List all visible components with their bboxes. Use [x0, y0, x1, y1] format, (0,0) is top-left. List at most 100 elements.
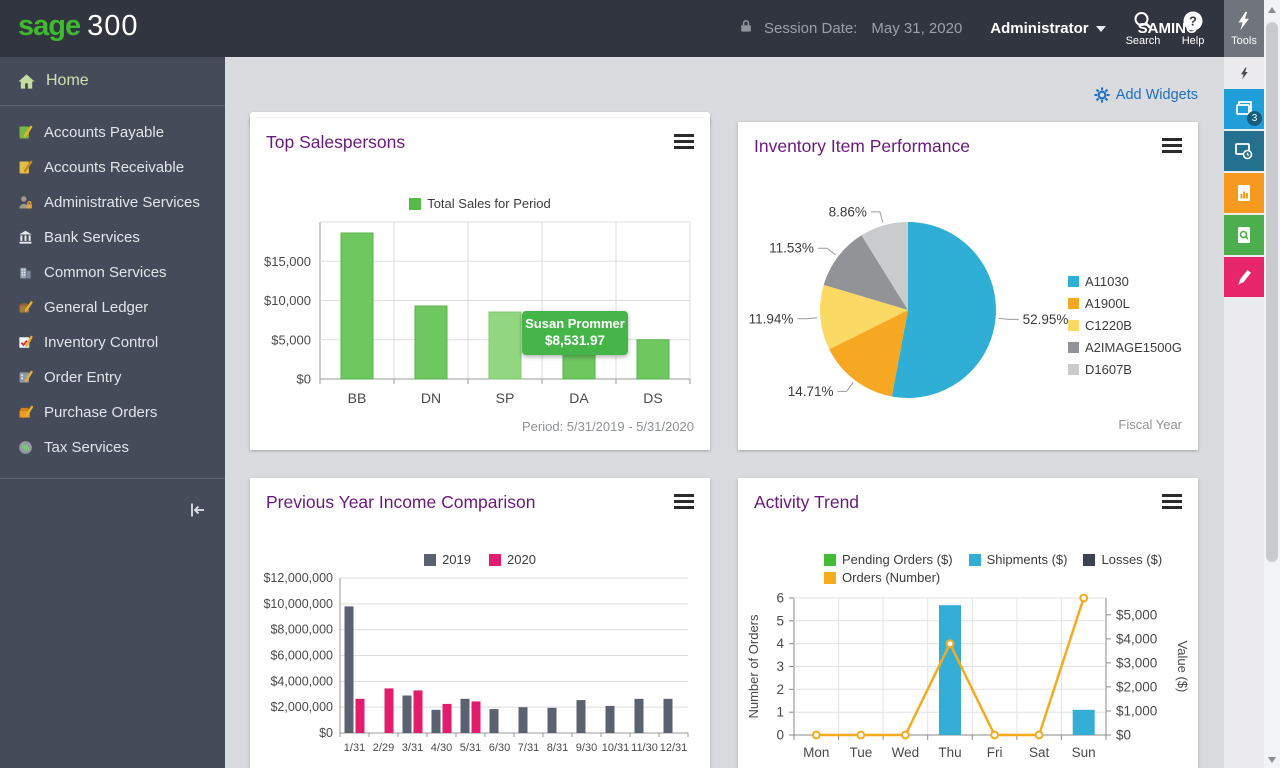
- svg-text:11/30: 11/30: [631, 742, 658, 754]
- widget-menu-button[interactable]: [1162, 138, 1182, 156]
- svg-text:4/30: 4/30: [431, 742, 452, 754]
- inventory-control-icon: [19, 335, 33, 349]
- accounts-receivable-icon: [19, 160, 33, 174]
- top-salespersons-bar-chart[interactable]: $0 $5,000 $10,000 $15,000 BB DN SP DA DS: [250, 214, 700, 419]
- svg-text:14.71%: 14.71%: [788, 384, 834, 399]
- sidebar-item-accounts-receivable[interactable]: Accounts Receivable: [0, 150, 225, 185]
- legend-item[interactable]: A11030: [1068, 274, 1182, 289]
- legend-item[interactable]: Orders (Number): [824, 570, 940, 585]
- sidebar-item-inventory-control[interactable]: Inventory Control: [0, 325, 225, 360]
- search-button[interactable]: Search: [1120, 0, 1166, 57]
- sidebar-item-common-services[interactable]: Common Services: [0, 255, 225, 290]
- svg-text:$4,000,000: $4,000,000: [270, 674, 333, 688]
- svg-text:$10,000,000: $10,000,000: [263, 597, 333, 611]
- legend-item[interactable]: 2020: [489, 552, 536, 567]
- inventory-pie-chart[interactable]: 52.95% 14.71% 11.94% 11.53% 8.86%: [738, 122, 1198, 455]
- legend-item[interactable]: C1220B: [1068, 318, 1182, 333]
- search-document-icon: [1238, 227, 1250, 243]
- notes-button[interactable]: [1224, 257, 1264, 297]
- inquiry-button[interactable]: [1224, 215, 1264, 255]
- recent-windows-button[interactable]: [1224, 131, 1264, 171]
- legend-item[interactable]: Shipments ($): [968, 552, 1067, 567]
- svg-text:$4,000: $4,000: [1116, 631, 1157, 646]
- svg-text:$0: $0: [319, 726, 333, 740]
- dashboard: Add Widgets Top Salespersons Total Sales…: [225, 57, 1224, 768]
- page-scrollbar[interactable]: [1264, 0, 1280, 768]
- sage-logo: sage 300: [18, 10, 139, 42]
- widget-title: Top Salespersons: [266, 132, 406, 152]
- sidebar-item-accounts-payable[interactable]: Accounts Payable: [0, 115, 225, 150]
- svg-text:Wed: Wed: [892, 745, 920, 760]
- scroll-up-arrow[interactable]: [1268, 7, 1276, 13]
- sidebar-collapse-button[interactable]: [187, 500, 209, 525]
- svg-text:BB: BB: [348, 390, 367, 406]
- top-bar: sage 300 Session Date: May 31, 2020 Admin…: [0, 0, 1264, 57]
- widget-menu-button[interactable]: [674, 494, 694, 512]
- collapse-left-icon: [191, 503, 204, 517]
- sidebar-item-purchase-orders[interactable]: Purchase Orders: [0, 395, 225, 430]
- reports-button[interactable]: [1224, 173, 1264, 213]
- svg-text:DN: DN: [421, 390, 441, 406]
- svg-text:12/31: 12/31: [660, 742, 688, 754]
- sidebar-item-tax-services[interactable]: % Tax Services: [0, 430, 225, 465]
- chevron-down-icon: [1095, 25, 1106, 32]
- sidebar-item-administrative-services[interactable]: Administrative Services: [0, 185, 225, 220]
- activity-legend-row: Pending Orders ($) Shipments ($) Losses ($…: [824, 552, 1162, 567]
- sidebar-item-bank-services[interactable]: Bank Services: [0, 220, 225, 255]
- tax-services-icon: %: [19, 441, 32, 454]
- widget-title: Previous Year Income Comparison: [266, 492, 536, 512]
- scrollbar-thumb[interactable]: [1266, 22, 1278, 562]
- widget-menu-button[interactable]: [1162, 494, 1182, 512]
- add-widgets-button[interactable]: Add Widgets: [1094, 87, 1198, 103]
- window-count-badge: 3: [1247, 111, 1262, 126]
- svg-text:Tue: Tue: [850, 745, 873, 760]
- common-services-icon: [20, 267, 31, 279]
- window-clock-icon: [1235, 143, 1253, 160]
- legend-item[interactable]: Pending Orders ($): [824, 552, 953, 567]
- svg-text:$1,000: $1,000: [1116, 704, 1157, 719]
- legend-item[interactable]: Losses ($): [1083, 552, 1162, 567]
- open-windows-button[interactable]: 3: [1224, 89, 1264, 129]
- svg-text:?: ?: [1189, 14, 1197, 29]
- legend-swatch: [424, 553, 437, 566]
- income-comparison-bar-chart[interactable]: $0 $2,000,000 $4,000,000 $6,000,000 $8,000,0…: [250, 570, 700, 765]
- scroll-down-arrow[interactable]: [1268, 757, 1276, 763]
- activity-trend-combo-chart[interactable]: 0 1 2 3 4 5 6 $0 $1,000 $2,000 $3,000 $4,000 $5,000 M…: [738, 586, 1198, 768]
- svg-text:9/30: 9/30: [576, 742, 597, 754]
- svg-text:7/31: 7/31: [518, 742, 539, 754]
- svg-text:5/31: 5/31: [460, 742, 481, 754]
- tools-button[interactable]: Tools: [1224, 0, 1264, 57]
- legend-item[interactable]: Total Sales for Period: [409, 196, 551, 211]
- help-button[interactable]: ? Help: [1170, 0, 1216, 57]
- legend-item[interactable]: 2019: [424, 552, 471, 567]
- chart-tooltip: Susan Prommer $8,531.97: [522, 311, 628, 355]
- legend-swatch: [824, 553, 836, 566]
- legend-item[interactable]: D1607B: [1068, 362, 1182, 377]
- legend-swatch: [1068, 320, 1079, 331]
- widget-title: Activity Trend: [754, 492, 860, 512]
- legend-swatch: [409, 197, 422, 210]
- svg-text:$6,000,000: $6,000,000: [270, 649, 333, 663]
- svg-text:$3,000: $3,000: [1116, 655, 1157, 670]
- session-date-label: Session Date:: [764, 20, 858, 37]
- svg-text:$12,000,000: $12,000,000: [263, 571, 333, 585]
- widget-menu-button[interactable]: [674, 134, 694, 152]
- tools-strip-header: [1224, 57, 1264, 89]
- sidebar-item-order-entry[interactable]: Order Entry: [0, 360, 225, 395]
- user-menu[interactable]: Administrator: [990, 20, 1106, 37]
- help-icon: ?: [1183, 11, 1203, 31]
- svg-text:$5,000: $5,000: [1116, 607, 1157, 622]
- activity-legend-row: Orders (Number): [824, 570, 940, 585]
- legend-item[interactable]: A1900L: [1068, 296, 1182, 311]
- widget-top-salespersons: Top Salespersons Total Sales for Period …: [250, 118, 710, 450]
- svg-text:$15,000: $15,000: [264, 254, 311, 269]
- marker-pen-icon: [1238, 270, 1251, 285]
- svg-text:2/29: 2/29: [373, 742, 394, 754]
- sidebar-divider: [0, 105, 225, 106]
- legend-swatch: [489, 553, 501, 566]
- sidebar-item-home[interactable]: Home: [0, 57, 225, 105]
- sidebar-item-general-ledger[interactable]: General Ledger: [0, 290, 225, 325]
- legend-item[interactable]: A2IMAGE1500G: [1068, 340, 1182, 355]
- svg-text:DA: DA: [569, 390, 589, 406]
- sidebar-divider: [0, 478, 225, 479]
